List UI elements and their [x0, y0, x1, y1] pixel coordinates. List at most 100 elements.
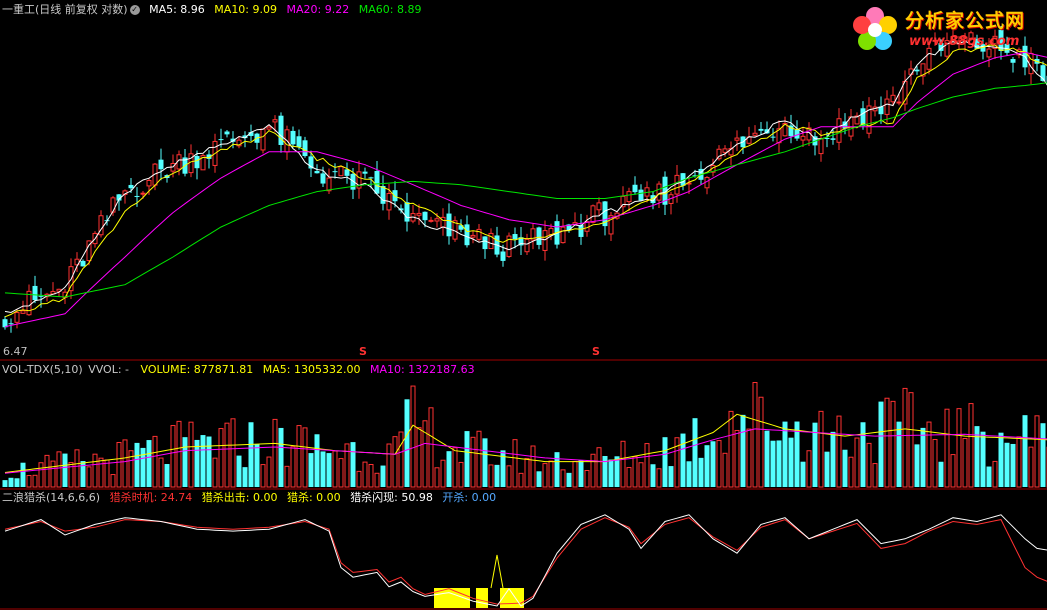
volume-bar-down [650, 464, 656, 487]
stock-title: 一重工(日线 前复权 对数) [2, 3, 128, 16]
indicator-panel-header: 二浪猎杀(14,6,6,6) 猎杀时机: 24.74 猎杀出击: 0.00 猎杀… [2, 491, 502, 505]
volume-bar-up [584, 469, 590, 488]
ma-line-ma10 [4, 44, 1047, 318]
price-panel-header: 一重工(日线 前复权 对数) ✓ MA5: 8.96 MA10: 9.09 MA2… [2, 3, 427, 17]
volume-bar-up [284, 465, 290, 488]
candle-body-down [116, 194, 122, 201]
volume-bar-down [878, 401, 884, 487]
volume-bar-up [218, 428, 224, 488]
candle-body-down [998, 29, 1004, 52]
candle-body-down [602, 201, 608, 227]
volume-bar-up [266, 456, 272, 488]
vol-ma10-value: MA10: 1322187.63 [369, 363, 475, 376]
volume-bar-down [464, 431, 470, 487]
volume-bar-down [824, 451, 830, 487]
volume-bar-up [716, 440, 722, 488]
candle-body-down [278, 115, 284, 145]
candle-body-down [824, 138, 830, 140]
volume-bar-up [524, 457, 530, 488]
volume-bar-down [1040, 423, 1046, 487]
volume-bar-down [842, 449, 848, 487]
candle-body-down [578, 225, 584, 237]
candle-body-up [506, 235, 512, 257]
volume-value: VOLUME: 877871.81 [140, 363, 254, 376]
candle-body-down [794, 129, 800, 139]
volume-bar-up [86, 466, 92, 488]
volume-bar-down [776, 440, 782, 487]
volume-bar-up [596, 447, 602, 488]
volume-bar-down [500, 450, 506, 487]
price-low-label: 6.47 [3, 345, 28, 358]
volume-bar-up [128, 450, 134, 488]
volume-bar-down [1022, 415, 1028, 487]
volume-bar-up [158, 457, 164, 488]
volume-panel-header: VOL-TDX(5,10) VVOL: - VOLUME: 877871.81 … [2, 363, 481, 377]
volume-bar-down [686, 461, 692, 487]
settings-circle-icon[interactable]: ✓ [129, 5, 140, 15]
ma20-value: MA20: 9.22 [286, 3, 350, 16]
ma5-value: MA5: 8.96 [149, 3, 205, 16]
candle-body-up [260, 128, 266, 151]
candle-body-up [524, 238, 530, 253]
volume-bar-down [896, 421, 902, 487]
volume-bar-up [506, 465, 512, 488]
volume-bar-up [188, 421, 194, 488]
volume-bar-up [926, 421, 932, 488]
volume-bar-up [362, 461, 368, 488]
candle-body-down [302, 140, 308, 157]
candle-body-down [290, 130, 296, 145]
volume-bar-up [410, 385, 416, 488]
volume-bar-up [944, 408, 950, 488]
candle-body-down [632, 184, 638, 193]
volume-bar-up [734, 429, 740, 488]
volume-bar-up [356, 470, 362, 488]
volume-bar-down [8, 477, 14, 487]
candle-body-down [320, 173, 326, 184]
volume-bar-up [884, 397, 890, 488]
candle-body-down [566, 224, 572, 231]
candle-body-up [98, 215, 104, 236]
volume-bar-down [242, 467, 248, 487]
candle-body-down [842, 121, 848, 129]
indicator-hunt-value: 猎杀: 0.00 [286, 491, 341, 504]
signal-s-mark: S [359, 345, 367, 358]
candle-body-up [992, 35, 998, 49]
candle-body-up [548, 227, 554, 235]
volume-bar-up [386, 443, 392, 488]
candle-body-up [488, 232, 494, 250]
volume-bar-up [746, 428, 752, 488]
ma-line-ma20 [4, 51, 1047, 328]
volume-bar-down [782, 421, 788, 487]
candle-body-up [926, 47, 932, 70]
volume-bar-up [56, 451, 62, 488]
candle-body-up [716, 148, 722, 160]
panel-dividers [0, 359, 1047, 610]
candle-body-down [422, 211, 428, 221]
candle-body-up [20, 310, 26, 314]
volume-bar-down [578, 460, 584, 487]
volume-bar-down [800, 461, 806, 487]
volume-bar-down [314, 434, 320, 487]
indicator-open-value: 开杀: 0.00 [442, 491, 497, 504]
candle-body-down [218, 139, 224, 141]
candle-body-down [914, 69, 920, 72]
candle-body-up [272, 119, 278, 123]
volume-bar-down [788, 437, 794, 487]
volume-bar-down [326, 453, 332, 487]
volume-bar-up [1016, 436, 1022, 488]
candle-body-up [782, 123, 788, 137]
volume-bar-up [116, 442, 122, 488]
candle-body-down [770, 136, 776, 138]
volume-bar-up [476, 430, 482, 488]
candle-body-down [296, 136, 302, 148]
volume-bar-up [224, 422, 230, 488]
volume-bar-up [74, 449, 80, 488]
volume-bar-up [416, 427, 422, 488]
candle-body-up [626, 191, 632, 203]
volume-bar-down [14, 478, 20, 487]
volume-bar-up [176, 420, 182, 488]
volume-bar-up [542, 463, 548, 488]
volume-bar-down [614, 456, 620, 487]
volume-bar-down [278, 427, 284, 487]
candle-body-down [446, 213, 452, 237]
